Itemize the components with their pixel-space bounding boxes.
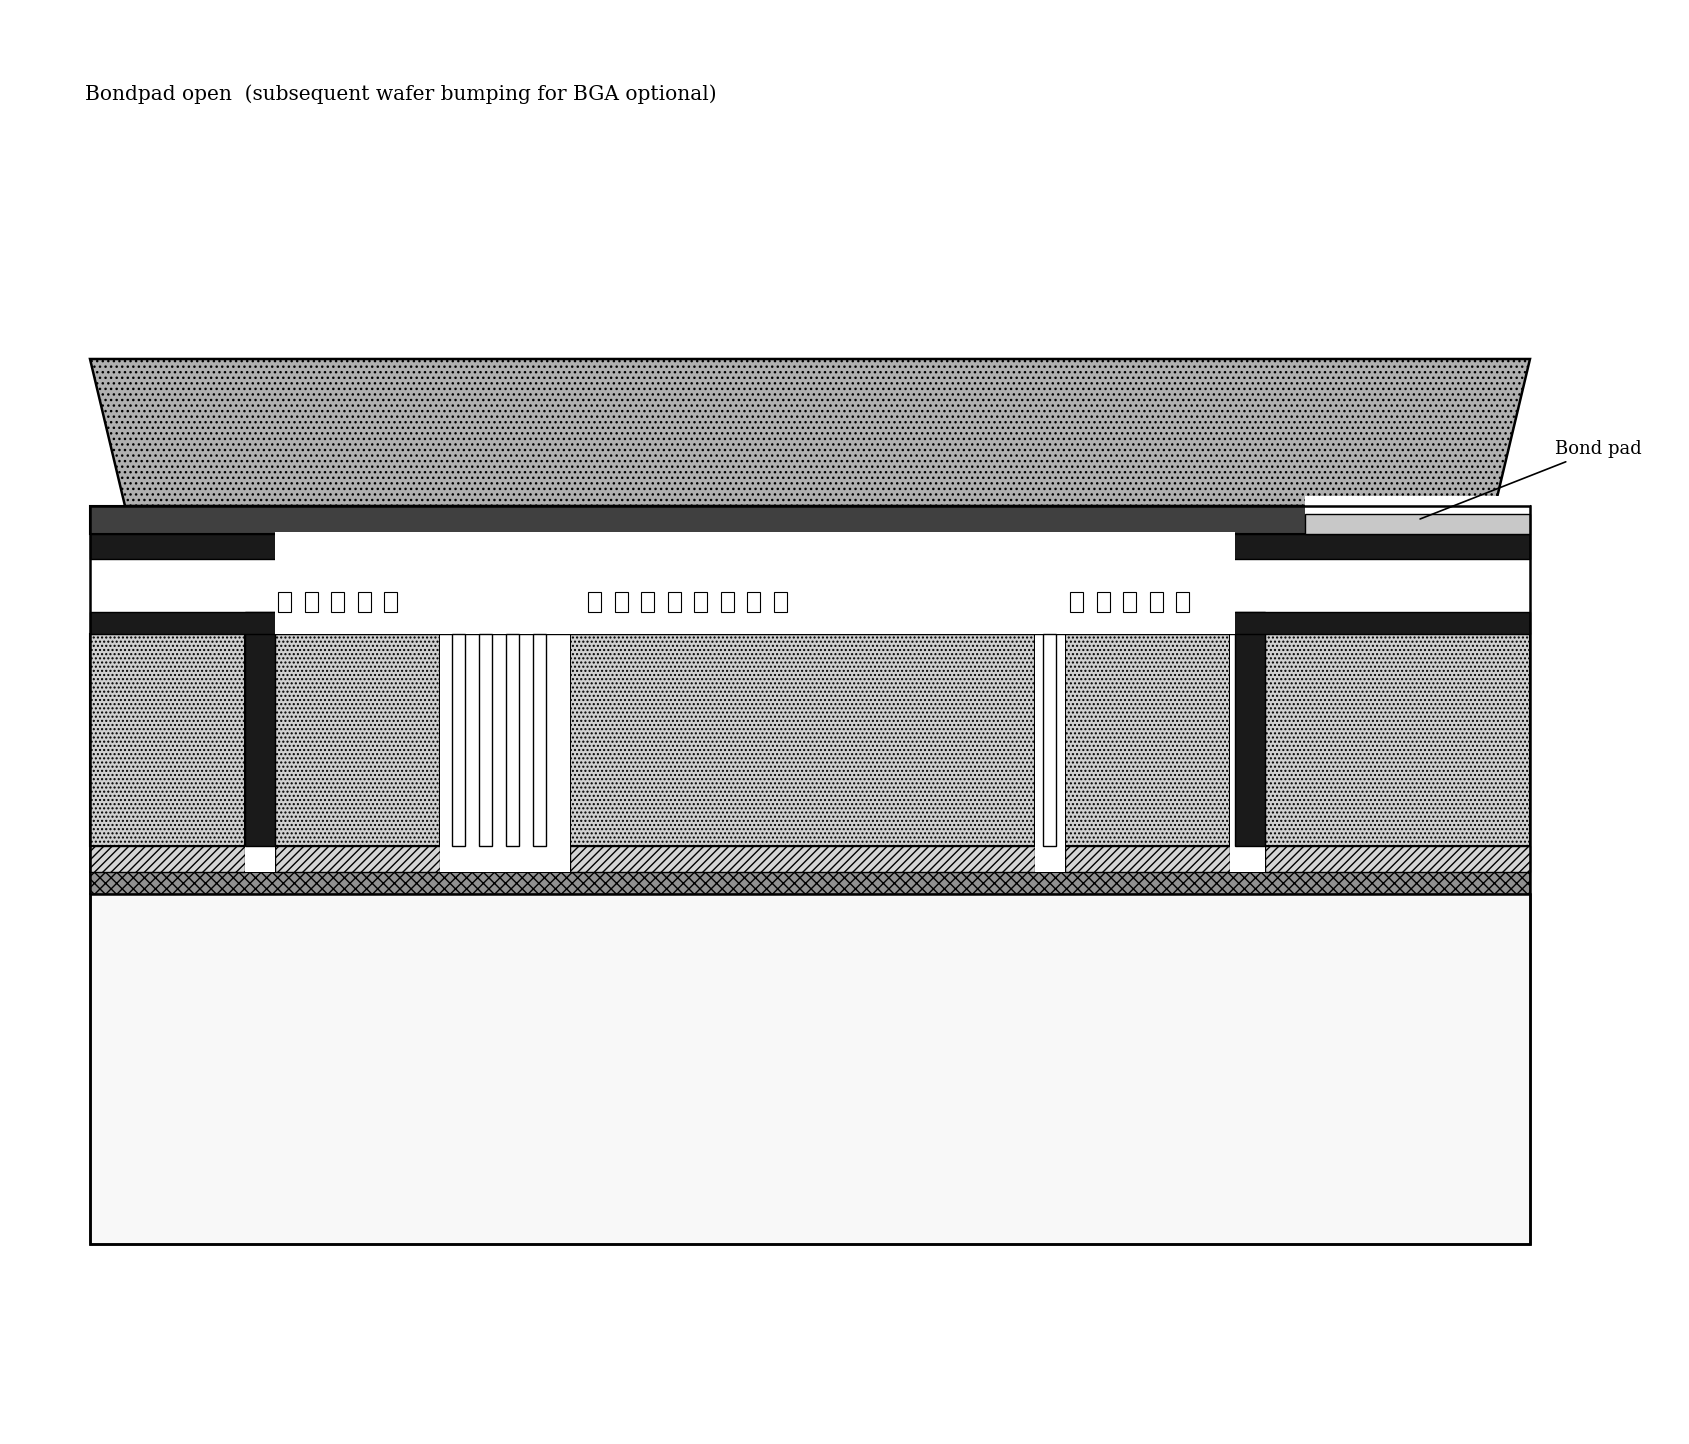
Bar (304, 592, 318, 612)
Bar (275, 609, 1235, 634)
Bar (90, 534, 1530, 559)
Bar (90, 634, 245, 846)
Bar (279, 592, 291, 612)
Bar (1044, 634, 1056, 846)
Bar (534, 634, 546, 846)
Bar (694, 592, 708, 612)
Bar (90, 612, 1530, 634)
Bar (245, 634, 275, 872)
Bar (358, 592, 370, 612)
Bar (667, 592, 681, 612)
Bar (441, 634, 569, 872)
Bar (588, 592, 601, 612)
Bar (1123, 592, 1137, 612)
Bar (90, 846, 1530, 872)
Bar (569, 634, 1035, 846)
Bar (1265, 846, 1530, 872)
Bar (1306, 495, 1530, 534)
Bar (275, 559, 1235, 612)
Bar (275, 634, 441, 846)
Bar (275, 846, 441, 872)
Text: Bondpad open  (subsequent wafer bumping for BGA optional): Bondpad open (subsequent wafer bumping f… (84, 84, 716, 104)
Bar (1150, 592, 1162, 612)
Bar (1035, 634, 1066, 872)
Bar (90, 505, 1530, 534)
Bar (383, 592, 397, 612)
Bar (774, 592, 787, 612)
Bar (1235, 612, 1265, 846)
Bar (1096, 592, 1110, 612)
Bar (1071, 592, 1083, 612)
Bar (747, 592, 760, 612)
Bar (275, 531, 1235, 559)
Bar (90, 872, 1530, 894)
Bar (721, 592, 733, 612)
Bar (453, 634, 464, 846)
Bar (1176, 592, 1189, 612)
Bar (90, 894, 1530, 1243)
Text: Bond pad: Bond pad (1420, 440, 1642, 518)
Bar (1066, 846, 1230, 872)
Bar (90, 505, 1530, 1243)
Polygon shape (90, 360, 1530, 505)
Bar (1066, 634, 1230, 846)
Bar (1265, 634, 1530, 846)
Bar (480, 634, 491, 846)
Bar (1230, 634, 1265, 872)
Bar (569, 846, 1035, 872)
Bar (507, 634, 519, 846)
Bar (245, 612, 275, 846)
Bar (615, 592, 628, 612)
Bar (1306, 514, 1530, 534)
Bar (642, 592, 654, 612)
Bar (331, 592, 345, 612)
Bar (90, 846, 245, 872)
